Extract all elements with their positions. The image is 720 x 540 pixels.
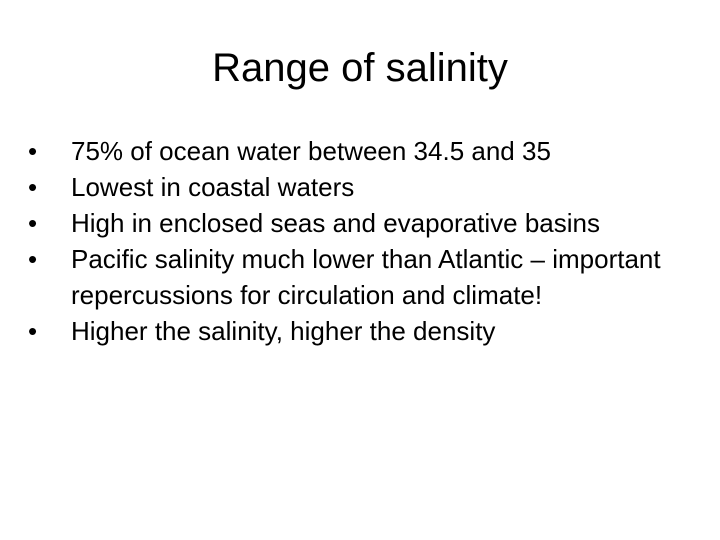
bullet-item: • 75% of ocean water between 34.5 and 35 (28, 133, 708, 169)
bullet-icon: • (28, 244, 38, 274)
bullet-text: 75% of ocean water between 34.5 and 35 (71, 136, 551, 166)
bullet-item: • High in enclosed seas and evaporative … (28, 205, 708, 241)
bullet-item: • Higher the salinity, higher the densit… (28, 313, 708, 349)
bullet-icon: • (28, 208, 38, 238)
bullet-list: • 75% of ocean water between 34.5 and 35… (28, 133, 708, 349)
bullet-text: Lowest in coastal waters (71, 172, 355, 202)
bullet-text: Pacific salinity much lower than Atlanti… (71, 244, 661, 310)
bullet-icon: • (28, 172, 38, 202)
slide-title: Range of salinity (212, 46, 508, 90)
bullet-text: Higher the salinity, higher the density (71, 316, 496, 346)
bullet-icon: • (28, 136, 38, 166)
bullet-item: • Pacific salinity much lower than Atlan… (28, 241, 708, 313)
bullet-icon: • (28, 316, 38, 346)
bullet-item: • Lowest in coastal waters (28, 169, 708, 205)
bullet-text: High in enclosed seas and evaporative ba… (71, 208, 601, 238)
